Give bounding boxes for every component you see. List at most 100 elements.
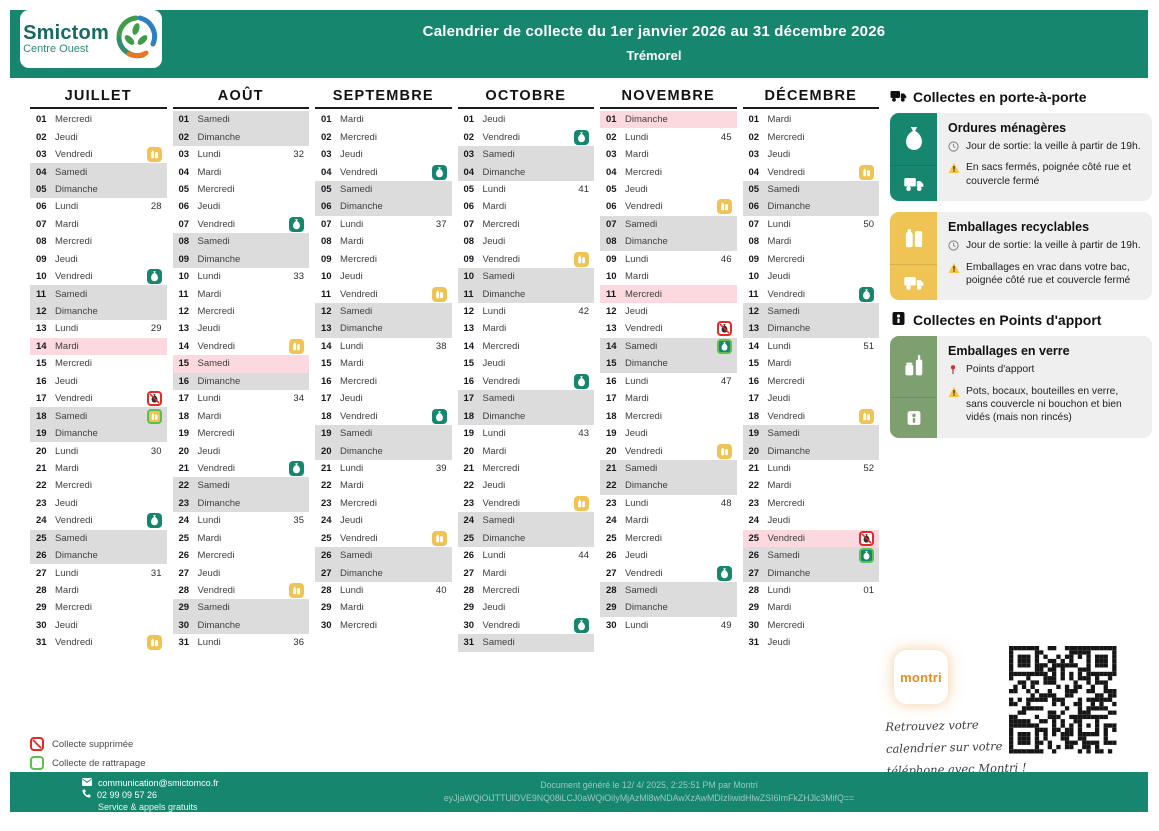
day-row: 27 Dimanche: [315, 564, 452, 582]
day-row: 16 Jeudi: [30, 373, 167, 390]
day-row: 10 Samedi: [457, 267, 594, 286]
day-name: Vendredi: [55, 271, 93, 283]
day-name: Lundi: [767, 585, 791, 597]
day-number: 15: [178, 358, 190, 370]
stream-card: Ordures ménagères Jour de sortie: la veil…: [890, 113, 1152, 202]
day-row: 23 Jeudi: [30, 495, 167, 512]
commune-name: Trémorel: [626, 48, 682, 63]
day-number: 18: [748, 410, 760, 422]
day-number: 09: [606, 253, 617, 265]
day-name: Lundi: [767, 340, 791, 352]
day-name: Dimanche: [55, 428, 98, 440]
day-name: Mardi: [340, 358, 364, 370]
day-name: Samedi: [340, 183, 373, 195]
day-row: 24 Vendredi: [30, 512, 167, 529]
day-row: 04 Samedi: [30, 163, 167, 181]
day-name: Lundi: [625, 375, 649, 387]
generated-line: Document généré le 12/ 4/ 2025, 2:25:51 …: [540, 780, 758, 790]
day-row: 13 Dimanche: [315, 320, 452, 338]
day-name: Dimanche: [482, 532, 526, 544]
logo-name: Smictom: [23, 22, 109, 44]
stream-card: Emballages en verre Points d'apport Pots, …: [890, 336, 1152, 438]
day-number: 04: [178, 166, 190, 178]
day-number: 27: [321, 567, 332, 579]
day-row: 12 Dimanche: [30, 302, 167, 321]
day-name: Dimanche: [767, 567, 811, 579]
day-row: 04 Dimanche: [457, 163, 594, 181]
day-name: Jeudi: [482, 358, 506, 370]
stream-card: Emballages recyclables Jour de sortie: la…: [890, 212, 1152, 301]
day-name: Samedi: [55, 288, 88, 300]
day-row: 25 Samedi: [30, 529, 167, 547]
day-row: 11 Samedi: [30, 285, 167, 303]
day-name: Mercredi: [55, 480, 92, 492]
week-number: 48: [720, 497, 732, 509]
household-waste-collection-icon: [289, 460, 304, 476]
day-row: 25 Dimanche: [457, 529, 594, 547]
day-name: Lundi: [482, 183, 506, 195]
day-name: Mardi: [197, 288, 222, 300]
day-name: Vendredi: [482, 619, 521, 631]
logo-subname: Centre Ouest: [23, 43, 89, 55]
day-row: 21 Vendredi: [173, 460, 310, 477]
day-number: 07: [178, 218, 190, 230]
day-number: 31: [36, 637, 47, 649]
month-column: AOÛT 01 Samedi 02 Dimanche 03 Lundi 32 04 Mardi 05…: [172, 88, 310, 652]
day-name: Samedi: [482, 393, 515, 405]
day-row: 04 Mardi: [173, 163, 310, 180]
day-name: Lundi: [625, 619, 649, 631]
day-name: Mercredi: [482, 340, 520, 352]
day-name: Vendredi: [55, 149, 93, 161]
day-row: 12 Samedi: [315, 302, 452, 321]
day-row: 26 Samedi: [315, 546, 452, 565]
day-row: 30 Vendredi: [458, 617, 595, 634]
day-number: 26: [178, 550, 190, 562]
day-row: 17 Samedi: [457, 390, 594, 408]
day-row: 28 Mardi: [30, 582, 167, 599]
day-row: 05 Lundi 41: [458, 181, 595, 198]
generation-info: Document généré le 12/ 4/ 2025, 2:25:51 …: [310, 779, 988, 805]
day-name: Mercredi: [197, 428, 235, 440]
day-name: Jeudi: [767, 393, 791, 405]
day-row: 22 Mercredi: [30, 477, 167, 494]
day-row: 18 Vendredi: [315, 407, 452, 424]
day-row: 26 Samedi: [742, 546, 879, 565]
day-row: 29 Mardi: [743, 599, 880, 616]
makeup-collection-icon: [30, 756, 44, 770]
day-name: Lundi: [197, 515, 221, 527]
week-number: 33: [293, 271, 304, 283]
day-number: 06: [606, 201, 617, 213]
cancelled-collection-icon: [146, 391, 162, 407]
day-row: 24 Samedi: [457, 512, 594, 530]
day-row: 08 Dimanche: [600, 233, 737, 251]
day-name: Mardi: [482, 323, 507, 335]
legend-cancelled: Collecte supprimée: [30, 737, 145, 751]
day-row: 03 Jeudi: [743, 146, 880, 163]
day-name: Mercredi: [340, 131, 377, 143]
day-name: Lundi: [340, 340, 364, 352]
day-number: 14: [178, 340, 190, 352]
month-title: JUILLET: [30, 88, 167, 109]
day-number: 06: [321, 201, 332, 213]
verre-icon: [890, 336, 937, 398]
day-row: 13 Vendredi: [600, 320, 737, 337]
day-name: Jeudi: [625, 428, 648, 440]
day-name: Samedi: [55, 410, 88, 422]
day-number: 01: [463, 114, 475, 126]
day-number: 28: [606, 585, 617, 597]
day-row: 10 Jeudi: [743, 268, 880, 285]
day-name: Jeudi: [197, 567, 221, 579]
card-info-line: Emballages en vrac dans votre bac, poign…: [948, 261, 1142, 288]
day-row: 09 Dimanche: [172, 250, 309, 268]
day-row: 26 Mercredi: [173, 547, 310, 564]
stream-color-strip: [890, 113, 937, 202]
week-number: 42: [578, 306, 589, 318]
day-number: 25: [178, 532, 190, 544]
day-row: 19 Mercredi: [173, 425, 310, 442]
day-row: 10 Vendredi: [30, 268, 167, 285]
week-number: 31: [150, 567, 162, 579]
day-row: 14 Lundi 38: [315, 338, 452, 355]
day-name: Mercredi: [767, 619, 805, 631]
day-row: 23 Dimanche: [172, 494, 309, 513]
day-number: 02: [463, 131, 475, 143]
